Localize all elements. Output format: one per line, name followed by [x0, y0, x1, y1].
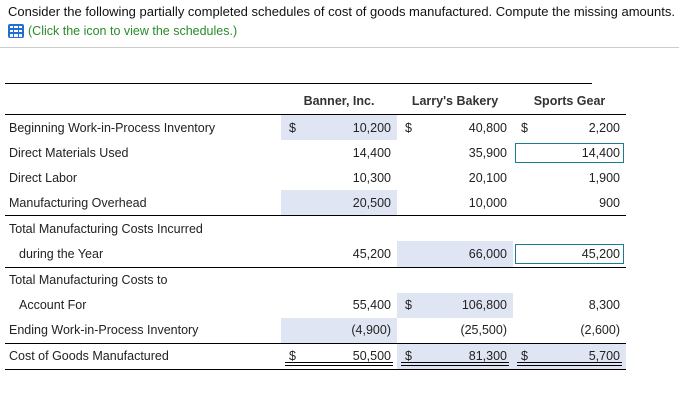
larrys-beginning-wip: $40,800 — [405, 120, 507, 135]
larrys-cogm-input[interactable]: $81,300 — [397, 343, 513, 370]
header-sports-gear: Sports Gear — [513, 87, 626, 115]
dollar-sign: $ — [405, 298, 412, 312]
sports-direct-labor: 1,900 — [588, 170, 620, 185]
row-label: Ending Work-in-Process Inventory — [5, 317, 281, 344]
dollar-sign: $ — [521, 349, 528, 363]
row-total-to-account-line1: Total Manufacturing Costs to — [5, 267, 626, 293]
dollar-sign: $ — [289, 349, 296, 363]
larrys-total-to-account-input[interactable]: $106,800 — [397, 292, 513, 318]
dollar-sign: $ — [405, 120, 412, 135]
sports-total-to-account: 8,300 — [588, 298, 620, 312]
sports-total-incurred-input[interactable]: 45,200 — [515, 243, 624, 264]
larrys-total-incurred-input[interactable]: 66,000 — [397, 241, 513, 268]
view-schedules-link[interactable]: (Click the icon to view the schedules.) — [8, 24, 237, 38]
divider — [0, 47, 679, 48]
row-direct-labor: Direct Labor 10,300 20,100 1,900 — [5, 165, 626, 190]
row-label: during the Year — [5, 241, 281, 268]
banner-direct-materials: 14,400 — [352, 145, 391, 160]
header-label-empty — [5, 87, 281, 115]
row-total-to-account: Account For 55,400 $106,800 8,300 — [5, 292, 626, 318]
sports-direct-materials-input[interactable]: 14,400 — [515, 142, 624, 163]
row-overhead: Manufacturing Overhead 20,500 10,000 900 — [5, 190, 626, 216]
banner-ending-wip-input[interactable]: (4,900) — [281, 317, 397, 344]
larrys-ending-wip: (25,500) — [397, 317, 513, 344]
sports-overhead: 900 — [513, 190, 626, 216]
larrys-direct-labor: 20,100 — [468, 170, 507, 185]
banner-total-incurred: 45,200 — [281, 241, 397, 268]
question-prompt: Consider the following partially complet… — [8, 4, 675, 19]
dollar-sign: $ — [521, 120, 528, 135]
row-ending-wip: Ending Work-in-Process Inventory (4,900)… — [5, 317, 626, 344]
view-schedules-text[interactable]: (Click the icon to view the schedules.) — [28, 24, 238, 38]
row-label: Direct Labor — [9, 170, 78, 185]
table-top-rule — [5, 83, 592, 84]
header-larrys-bakery: Larry's Bakery — [397, 87, 513, 115]
row-total-incurred-line1: Total Manufacturing Costs Incurred — [5, 216, 626, 242]
sports-beginning-wip: $2,200 — [521, 120, 620, 135]
row-label: Beginning Work-in-Process Inventory — [9, 120, 216, 135]
sports-cogm-input[interactable]: $5,700 — [513, 343, 626, 370]
cogm-schedule-table: Banner, Inc. Larry's Bakery Sports Gear … — [5, 83, 626, 370]
row-direct-materials: Direct Materials Used 14,400 35,900 14,4… — [5, 140, 626, 165]
larrys-overhead: 10,000 — [397, 190, 513, 216]
table-grid-icon[interactable] — [8, 24, 24, 38]
dollar-sign: $ — [405, 349, 412, 363]
header-banner: Banner, Inc. — [281, 87, 397, 115]
sports-ending-wip: (2,600) — [513, 317, 626, 344]
row-label: Manufacturing Overhead — [5, 190, 281, 216]
banner-total-to-account: 55,400 — [352, 298, 391, 312]
banner-beginning-wip-input[interactable]: $10,200 — [281, 114, 397, 140]
row-label: Total Manufacturing Costs to — [9, 273, 168, 287]
header-row: Banner, Inc. Larry's Bakery Sports Gear — [5, 87, 626, 115]
row-label: Cost of Goods Manufactured — [5, 343, 281, 370]
row-label: Account For — [19, 298, 87, 312]
row-label: Total Manufacturing Costs Incurred — [9, 221, 203, 236]
banner-overhead-input[interactable]: 20,500 — [281, 190, 397, 216]
sports-direct-materials-cell: 14,400 — [513, 140, 626, 165]
banner-cogm: $50,500 — [281, 343, 397, 370]
banner-direct-labor: 10,300 — [352, 170, 391, 185]
row-cogm: Cost of Goods Manufactured $50,500 $81,3… — [5, 343, 626, 370]
row-label: Direct Materials Used — [9, 145, 129, 160]
row-beginning-wip: Beginning Work-in-Process Inventory $10,… — [5, 114, 626, 140]
sports-total-incurred-cell: 45,200 — [513, 241, 626, 268]
larrys-direct-materials: 35,900 — [468, 145, 507, 160]
row-total-incurred: during the Year 45,200 66,000 45,200 — [5, 241, 626, 268]
dollar-sign: $ — [289, 120, 296, 135]
